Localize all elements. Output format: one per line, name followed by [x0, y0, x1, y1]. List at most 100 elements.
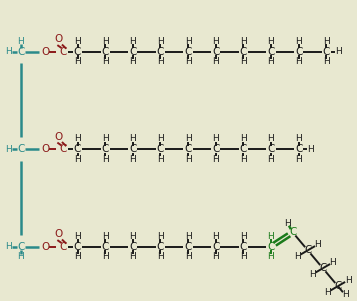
Text: H: H: [212, 253, 219, 261]
Text: H: H: [240, 253, 247, 261]
Text: O: O: [41, 144, 50, 154]
Text: H: H: [102, 134, 109, 143]
Text: C: C: [17, 144, 25, 154]
Text: H: H: [240, 57, 247, 67]
Text: H: H: [185, 155, 191, 164]
Text: H: H: [315, 240, 321, 249]
Text: H: H: [295, 57, 302, 67]
Text: H: H: [268, 57, 274, 67]
Text: H: H: [17, 253, 24, 261]
Text: C: C: [129, 144, 136, 154]
Text: C: C: [101, 242, 109, 252]
Text: H: H: [74, 232, 81, 241]
Text: H: H: [212, 134, 219, 143]
Text: C: C: [17, 47, 25, 57]
Text: C: C: [267, 242, 275, 252]
Text: H: H: [212, 57, 219, 67]
Text: C: C: [157, 144, 164, 154]
Text: C: C: [60, 47, 67, 57]
Text: H: H: [157, 155, 164, 164]
Text: H: H: [323, 37, 330, 46]
Text: H: H: [212, 155, 219, 164]
Text: C: C: [60, 242, 67, 252]
Text: H: H: [268, 232, 274, 241]
Text: H: H: [185, 232, 191, 241]
Text: H: H: [268, 37, 274, 46]
Text: C: C: [322, 47, 330, 57]
Text: O: O: [41, 47, 50, 57]
Text: H: H: [130, 155, 136, 164]
Text: H: H: [157, 37, 164, 46]
Text: C: C: [129, 242, 136, 252]
Text: H: H: [74, 57, 81, 67]
Text: H: H: [5, 47, 12, 56]
Text: C: C: [184, 47, 192, 57]
Text: C: C: [240, 144, 247, 154]
Text: C: C: [267, 144, 275, 154]
Text: H: H: [185, 37, 191, 46]
Text: H: H: [157, 253, 164, 261]
Text: C: C: [240, 47, 247, 57]
Text: C: C: [101, 144, 109, 154]
Text: H: H: [185, 253, 191, 261]
Text: C: C: [240, 242, 247, 252]
Text: C: C: [184, 144, 192, 154]
Text: O: O: [54, 229, 62, 239]
Text: C: C: [60, 144, 67, 154]
Text: H: H: [240, 232, 247, 241]
Text: H: H: [157, 134, 164, 143]
Text: H: H: [325, 288, 331, 296]
Text: H: H: [240, 134, 247, 143]
Text: C: C: [17, 242, 25, 252]
Text: H: H: [284, 219, 291, 228]
Text: H: H: [268, 155, 274, 164]
Text: H: H: [5, 242, 12, 251]
Text: C: C: [212, 144, 220, 154]
Text: H: H: [157, 57, 164, 67]
Text: H: H: [130, 57, 136, 67]
Text: C: C: [74, 47, 81, 57]
Text: H: H: [102, 37, 109, 46]
Text: H: H: [308, 144, 315, 154]
Text: O: O: [54, 34, 62, 44]
Text: H: H: [130, 134, 136, 143]
Text: C: C: [295, 47, 302, 57]
Text: H: H: [130, 37, 136, 46]
Text: C: C: [267, 47, 275, 57]
Text: H: H: [268, 253, 274, 261]
Text: H: H: [240, 37, 247, 46]
Text: H: H: [295, 37, 302, 46]
Text: H: H: [335, 47, 342, 56]
Text: C: C: [304, 245, 311, 255]
Text: H: H: [212, 37, 219, 46]
Text: C: C: [295, 144, 302, 154]
Text: C: C: [319, 263, 327, 273]
Text: H: H: [102, 232, 109, 241]
Text: C: C: [157, 47, 164, 57]
Text: H: H: [212, 232, 219, 241]
Text: C: C: [74, 144, 81, 154]
Text: H: H: [74, 134, 81, 143]
Text: H: H: [17, 37, 24, 46]
Text: C: C: [334, 281, 342, 291]
Text: H: H: [5, 144, 12, 154]
Text: H: H: [323, 57, 330, 67]
Text: C: C: [184, 242, 192, 252]
Text: C: C: [212, 47, 220, 57]
Text: H: H: [102, 57, 109, 67]
Text: C: C: [157, 242, 164, 252]
Text: C: C: [74, 242, 81, 252]
Text: H: H: [345, 276, 351, 285]
Text: H: H: [185, 57, 191, 67]
Text: H: H: [130, 253, 136, 261]
Text: H: H: [342, 290, 348, 299]
Text: H: H: [157, 232, 164, 241]
Text: H: H: [309, 270, 316, 279]
Text: H: H: [240, 155, 247, 164]
Text: C: C: [212, 242, 220, 252]
Text: H: H: [102, 253, 109, 261]
Text: C: C: [101, 47, 109, 57]
Text: H: H: [74, 37, 81, 46]
Text: H: H: [330, 258, 336, 267]
Text: O: O: [54, 132, 62, 142]
